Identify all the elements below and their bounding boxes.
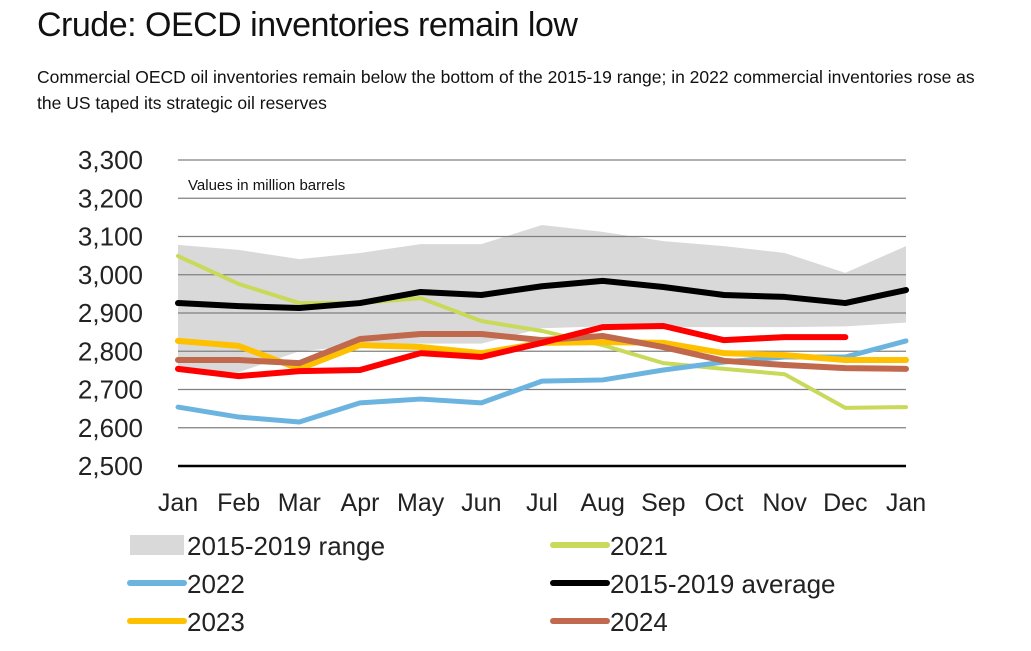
x-tick-label: Nov (762, 489, 807, 517)
x-tick-label: Dec (823, 489, 867, 517)
range-layer (178, 225, 906, 373)
series-line-2015-2019-average (175, 277, 909, 312)
legend-label: 2023 (187, 607, 245, 637)
series-line-2021 (176, 254, 908, 410)
legend: 2015-2019 range 2021 2022 2015-2019 average… (127, 531, 836, 637)
legend-item: 2024 (550, 607, 668, 637)
legend-item: 2015-2019 average (550, 569, 836, 599)
x-tick-label: Oct (705, 489, 744, 517)
y-tick-label: 2,700 (78, 375, 143, 405)
x-tick-label: Jan (886, 489, 926, 517)
y-tick-label: 3,300 (78, 145, 143, 175)
y-tick-label: 2,500 (78, 451, 143, 481)
x-tick-label: Jan (158, 489, 198, 517)
gridlines (178, 159, 906, 468)
legend-label: 2015-2019 average (610, 569, 836, 599)
x-tick-label: Sep (641, 489, 685, 517)
y-tick-label: 2,600 (78, 413, 143, 443)
x-tick-label: Jun (461, 489, 501, 517)
range-area (178, 225, 906, 373)
legend-item: 2015-2019 range (130, 531, 385, 561)
legend-label: 2024 (610, 607, 668, 637)
y-tick-label: 2,800 (78, 336, 143, 366)
series-line-current-year (175, 323, 849, 380)
series-layer (175, 254, 909, 425)
legend-label: 2022 (187, 569, 245, 599)
legend-item: 2023 (127, 607, 245, 637)
legend-swatch-area (130, 535, 184, 555)
y-tick-label: 3,100 (78, 222, 143, 252)
y-tick-label: 3,200 (78, 183, 143, 213)
chart-subtitle: Commercial OECD oil inventories remain b… (37, 67, 975, 113)
x-tick-label: Aug (580, 489, 624, 517)
legend-label: 2021 (610, 531, 668, 561)
legend-item: 2021 (550, 531, 668, 561)
legend-label: 2015-2019 range (187, 531, 385, 561)
y-tick-label: 2,900 (78, 298, 143, 328)
x-tick-label: Feb (217, 489, 260, 517)
legend-item: 2022 (127, 569, 245, 599)
x-tick-label: Apr (341, 489, 380, 517)
chart-title: Crude: OECD inventories remain low (37, 6, 578, 44)
y-axis: 3,300 3,200 3,100 3,000 2,900 2,800 2,700 2,600… (78, 145, 143, 481)
units-annotation: Values in million barrels (188, 177, 345, 194)
y-tick-label: 3,000 (78, 260, 143, 290)
x-axis: Jan Feb Mar Apr May Jun Jul Aug Sep Oct Nov Dec Jan (158, 489, 926, 517)
x-tick-label: Mar (278, 489, 321, 517)
x-tick-label: Jul (526, 489, 558, 517)
x-tick-label: May (397, 489, 445, 517)
